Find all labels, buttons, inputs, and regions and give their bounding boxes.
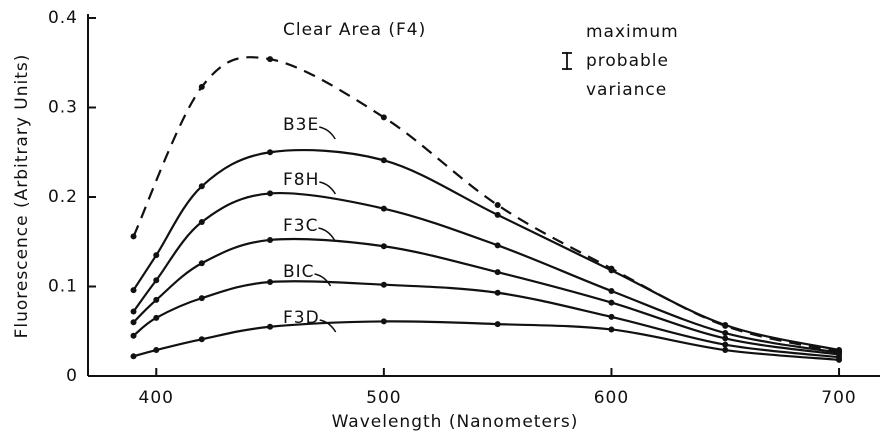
y-axis-label: Fluorescence (Arbitrary Units) <box>12 54 32 339</box>
data-point <box>722 321 729 328</box>
label-leader <box>314 273 332 287</box>
annotation: probable <box>586 51 669 71</box>
y-tick-label: 0.1 <box>48 277 78 297</box>
series-line <box>132 149 840 352</box>
x-tick-label: 500 <box>366 388 401 408</box>
series-line <box>132 56 840 353</box>
data-point <box>494 289 501 296</box>
data-point <box>608 267 615 274</box>
data-point <box>494 242 501 249</box>
data-point <box>494 321 501 328</box>
data-point <box>722 330 729 337</box>
data-point <box>608 326 615 333</box>
data-point <box>267 236 274 243</box>
data-point <box>380 157 387 164</box>
data-point <box>130 332 137 339</box>
data-point <box>836 356 843 363</box>
data-point <box>130 353 137 360</box>
data-point <box>198 260 205 267</box>
series-line <box>132 191 840 354</box>
data-point <box>722 335 729 342</box>
data-point <box>267 56 274 63</box>
series-line <box>133 320 840 361</box>
data-point <box>153 296 160 303</box>
series-label: F3C <box>283 216 318 236</box>
label-leader <box>319 319 337 333</box>
data-point <box>722 341 729 348</box>
data-point <box>608 287 615 294</box>
annotation: maximum <box>586 22 679 42</box>
x-tick-label: 700 <box>821 388 856 408</box>
data-point <box>153 347 160 354</box>
data-point <box>198 83 205 90</box>
data-point <box>380 243 387 250</box>
data-point <box>267 279 274 286</box>
data-point <box>494 211 501 218</box>
data-point <box>153 277 160 284</box>
x-tick-label: 600 <box>594 388 629 408</box>
data-point <box>608 313 615 320</box>
series-line <box>132 237 840 356</box>
label-leader <box>318 227 336 241</box>
data-point <box>380 205 387 212</box>
data-point <box>198 183 205 190</box>
y-tick-label: 0.3 <box>48 98 78 118</box>
data-point <box>494 269 501 276</box>
series-label: BIC <box>283 262 315 282</box>
series-label: B3E <box>283 115 319 135</box>
label-leader <box>319 181 337 195</box>
data-point <box>267 190 274 197</box>
x-axis-label: Wavelength (Nanometers) <box>332 412 579 432</box>
data-point <box>130 233 137 240</box>
data-point <box>130 319 137 326</box>
data-point <box>380 281 387 288</box>
y-tick-label: 0.2 <box>48 187 78 207</box>
data-point <box>130 308 137 315</box>
series-label: F8H <box>283 170 319 190</box>
data-point <box>380 114 387 121</box>
data-point <box>494 202 501 209</box>
data-point <box>198 336 205 343</box>
y-tick-label: 0 <box>66 366 78 386</box>
series-label: Clear Area (F4) <box>283 20 426 40</box>
annotation: variance <box>586 80 667 100</box>
data-point <box>722 347 729 354</box>
data-point <box>130 287 137 294</box>
data-point <box>153 314 160 321</box>
data-point <box>608 299 615 306</box>
label-leader <box>319 126 336 140</box>
data-point <box>153 252 160 259</box>
y-tick-label: 0.4 <box>48 8 78 28</box>
x-tick-label: 400 <box>139 388 174 408</box>
series-label: F3D <box>283 308 320 328</box>
data-point <box>198 295 205 302</box>
data-point <box>198 219 205 226</box>
variance-symbol <box>562 52 572 70</box>
data-point <box>267 323 274 330</box>
data-point <box>380 318 387 325</box>
series-line <box>132 280 840 359</box>
data-point <box>267 149 274 156</box>
